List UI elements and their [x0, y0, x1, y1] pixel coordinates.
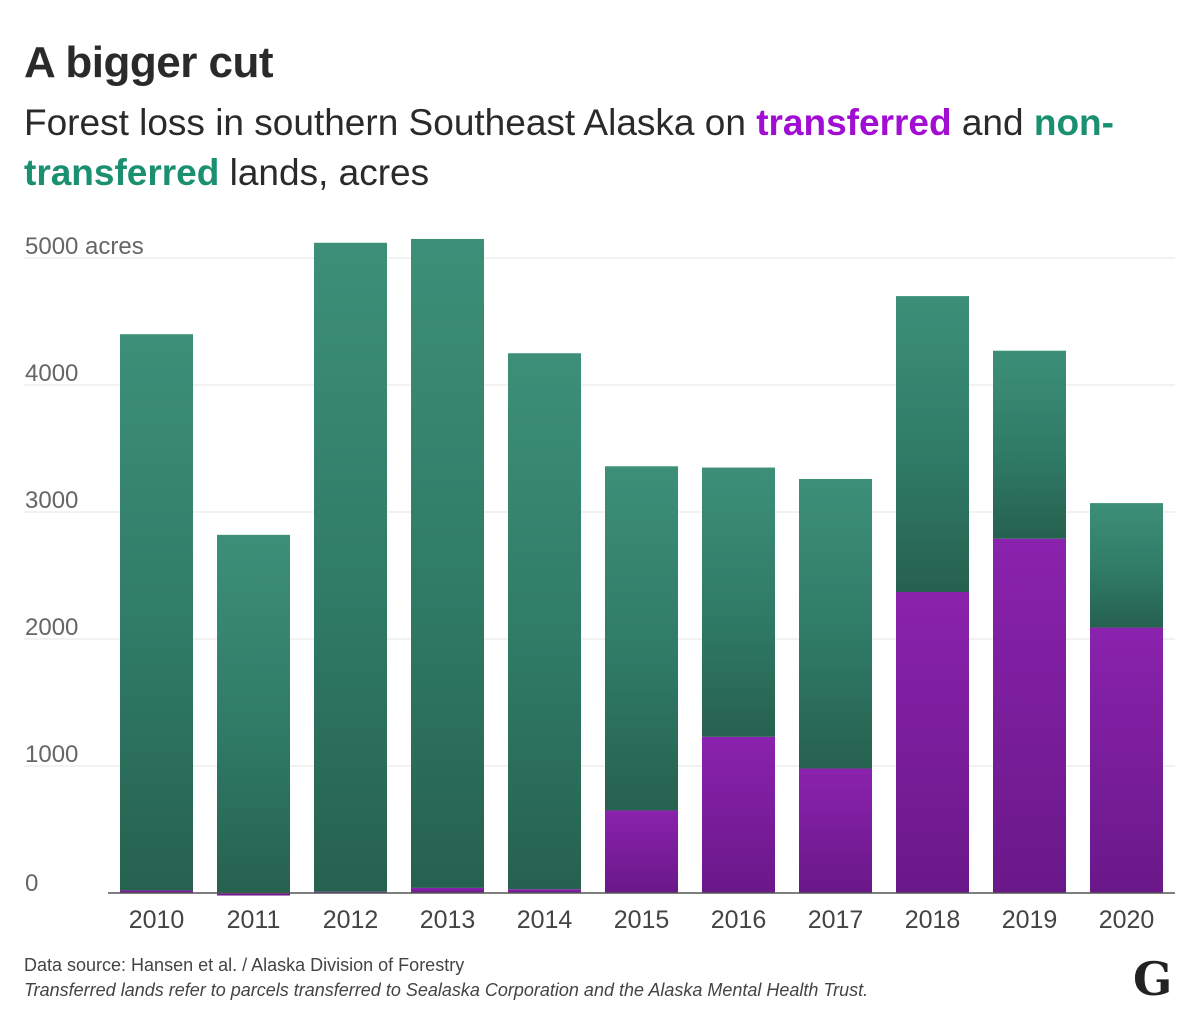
bar-transferred-2010: [120, 890, 193, 893]
bars: [120, 238, 1163, 896]
y-tick-label: 0: [25, 870, 38, 897]
x-tick-label: 2014: [517, 906, 573, 930]
x-tick-label: 2013: [420, 906, 476, 930]
bar-transferred-2020: [1090, 627, 1163, 893]
bar-non-transferred-2013: [411, 238, 484, 888]
x-tick-label: 2010: [129, 906, 185, 930]
bar-transferred-2017: [799, 768, 872, 893]
bar-transferred-2016: [702, 736, 775, 893]
y-tick-label: 2000: [25, 614, 78, 641]
publisher-logo: G: [1133, 952, 1173, 1006]
bar-non-transferred-2010: [120, 334, 193, 891]
bar-non-transferred-2011: [217, 534, 290, 893]
x-tick-label: 2011: [227, 906, 281, 930]
chart-title: A bigger cut: [24, 38, 274, 87]
bar-non-transferred-2017: [799, 478, 872, 769]
y-tick-label: 4000: [25, 360, 78, 387]
subtitle-text-3: lands, acres: [219, 152, 430, 193]
data-source-note: Data source: Hansen et al. / Alaska Divi…: [24, 955, 465, 975]
bar-transferred-2011: [217, 893, 290, 896]
subtitle-text-1: Forest loss in southern Southeast Alaska…: [24, 102, 757, 143]
x-tick-label: 2012: [323, 906, 379, 930]
y-tick-label: 3000: [25, 487, 78, 514]
axes: 0 1000 2000 3000 4000 5000 acres 2010 2011 2012 2…: [25, 233, 1175, 930]
stacked-bar-chart: 0 1000 2000 3000 4000 5000 acres 2010 2011 2012 2…: [24, 233, 1175, 930]
legend-non-transferred-label: non-transferred: [24, 102, 1114, 193]
bar-non-transferred-2016: [702, 467, 775, 737]
x-tick-label: 2016: [711, 906, 767, 930]
y-tick-label: 1000: [25, 741, 78, 768]
bar-non-transferred-2018: [896, 296, 969, 593]
legend-transferred-label: transferred: [756, 102, 952, 143]
x-tick-label: 2015: [614, 906, 670, 930]
x-tick-label: 2018: [905, 906, 961, 930]
bar-non-transferred-2020: [1090, 503, 1163, 628]
x-tick-label: 2020: [1099, 906, 1155, 930]
bar-transferred-2019: [993, 538, 1066, 893]
bar-transferred-2014: [508, 889, 581, 893]
gridlines: [24, 257, 1175, 767]
x-tick-label: 2017: [808, 906, 864, 930]
bar-non-transferred-2015: [605, 466, 678, 811]
bar-transferred-2018: [896, 592, 969, 893]
y-tick-label: 5000 acres: [25, 233, 144, 260]
chart-subtitle: Forest loss in southern Southeast Alaska…: [24, 98, 1184, 198]
subtitle-text-2: and: [951, 102, 1034, 143]
bar-non-transferred-2019: [993, 350, 1066, 539]
footnote: Transferred lands refer to parcels trans…: [24, 980, 869, 1000]
bar-transferred-2013: [411, 887, 484, 893]
x-tick-label: 2019: [1002, 906, 1058, 930]
bar-non-transferred-2014: [508, 353, 581, 890]
bar-non-transferred-2012: [314, 242, 387, 892]
bar-transferred-2015: [605, 810, 678, 893]
